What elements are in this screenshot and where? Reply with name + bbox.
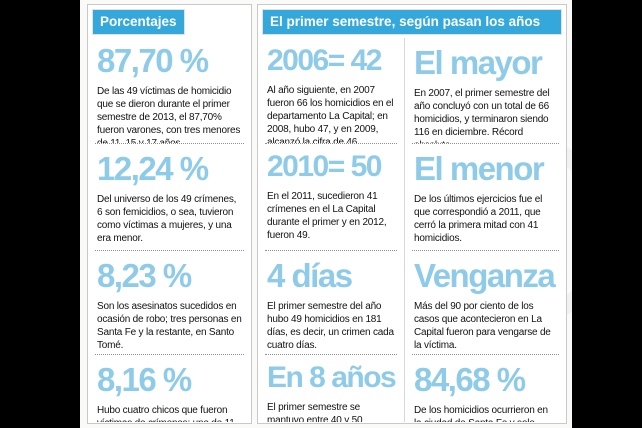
stat-block-4-days: 4 días El primer semestre del año hubo 4…	[265, 251, 397, 355]
stat-value: 2010= 50	[267, 150, 382, 183]
semester-columns: 2006= 42 Al año siguiente, en 2007 fuero…	[258, 38, 566, 422]
percentages-header: Porcentajes	[93, 10, 184, 34]
stat-value: 2006= 42	[267, 44, 382, 77]
stat-description: De las 49 víctimas de homicidio que se d…	[97, 85, 241, 144]
stat-value: En 8 años	[267, 361, 397, 394]
percentages-rows: 87,70 % De las 49 víctimas de homicidio …	[88, 36, 251, 422]
stat-description: En 2007, el primer semestre del año conc…	[414, 87, 550, 143]
semester-column-records: El mayor En 2007, el primer semestre del…	[404, 38, 566, 422]
stat-block-revenge: Venganza Más del 90 por ciento de los ca…	[412, 251, 559, 355]
stat-description: Al año siguiente, en 2007 fueron 66 los …	[267, 84, 394, 144]
stat-description: Hubo cuatro chicos que fueron víctimas d…	[97, 404, 235, 422]
stat-description: El primer semestre se mantuvo entre 40 y…	[267, 401, 363, 422]
stat-value: El menor	[414, 150, 545, 187]
stat-description: En el 2011, sucedieron 41 crímenes en el…	[267, 190, 387, 242]
stat-block-femicides: 12,24 % Del universo de los 49 crímenes,…	[95, 144, 244, 251]
stat-description: Son los asesinatos sucedidos en ocasión …	[97, 300, 242, 352]
stat-block-minors: 8,16 % Hubo cuatro chicos que fueron víc…	[95, 355, 244, 422]
stat-block-8-years: En 8 años El primer semestre se mantuvo …	[265, 355, 397, 422]
stat-block-city: 84,68 % De los homicidios ocurrieron en …	[412, 355, 559, 422]
stat-block-highest: El mayor En 2007, el primer semestre del…	[412, 38, 559, 144]
semester-header: El primer semestre, según pasan los años	[263, 10, 561, 34]
stat-description: De los últimos ejercicios fue el que cor…	[414, 193, 543, 245]
stat-value: 4 días	[267, 257, 353, 294]
stat-block-2006: 2006= 42 Al año siguiente, en 2007 fuero…	[265, 38, 397, 144]
stat-value: Venganza	[414, 257, 556, 294]
stat-value: 87,70 %	[97, 42, 209, 79]
stat-block-lowest: El menor De los últimos ejercicios fue e…	[412, 144, 559, 251]
stat-value: El mayor	[414, 44, 543, 81]
stat-block-robbery: 8,23 % Son los asesinatos sucedidos en o…	[95, 251, 244, 355]
paper-background: Porcentajes 87,70 % De las 49 víctimas d…	[80, 0, 572, 428]
stat-value: 8,23 %	[97, 257, 192, 294]
percentages-panel: Porcentajes 87,70 % De las 49 víctimas d…	[87, 4, 252, 424]
semester-panel: El primer semestre, según pasan los años…	[257, 4, 567, 424]
stat-description: De los homicidios ocurrieron en la ciuda…	[414, 404, 548, 422]
stat-value: 12,24 %	[97, 150, 209, 187]
stat-description: Del universo de los 49 crímenes, 6 son f…	[97, 193, 237, 245]
semester-column-years: 2006= 42 Al año siguiente, en 2007 fuero…	[258, 38, 404, 422]
stat-value: 8,16 %	[97, 361, 192, 398]
stat-value: 84,68 %	[414, 361, 526, 398]
stat-block-males: 87,70 % De las 49 víctimas de homicidio …	[95, 36, 244, 144]
stat-block-2010: 2010= 50 En el 2011, sucedieron 41 críme…	[265, 144, 397, 251]
stat-description: El primer semestre del año hubo 49 homic…	[267, 300, 394, 352]
stat-description: Más del 90 por ciento de los casos que a…	[414, 300, 551, 352]
